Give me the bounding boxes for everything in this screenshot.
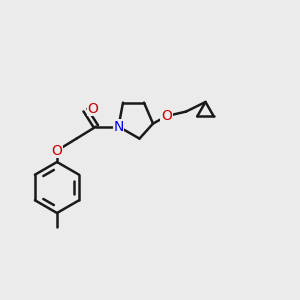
Text: O: O: [88, 102, 98, 116]
Text: N: N: [113, 120, 124, 134]
Text: O: O: [161, 109, 172, 123]
Text: O: O: [52, 144, 62, 158]
